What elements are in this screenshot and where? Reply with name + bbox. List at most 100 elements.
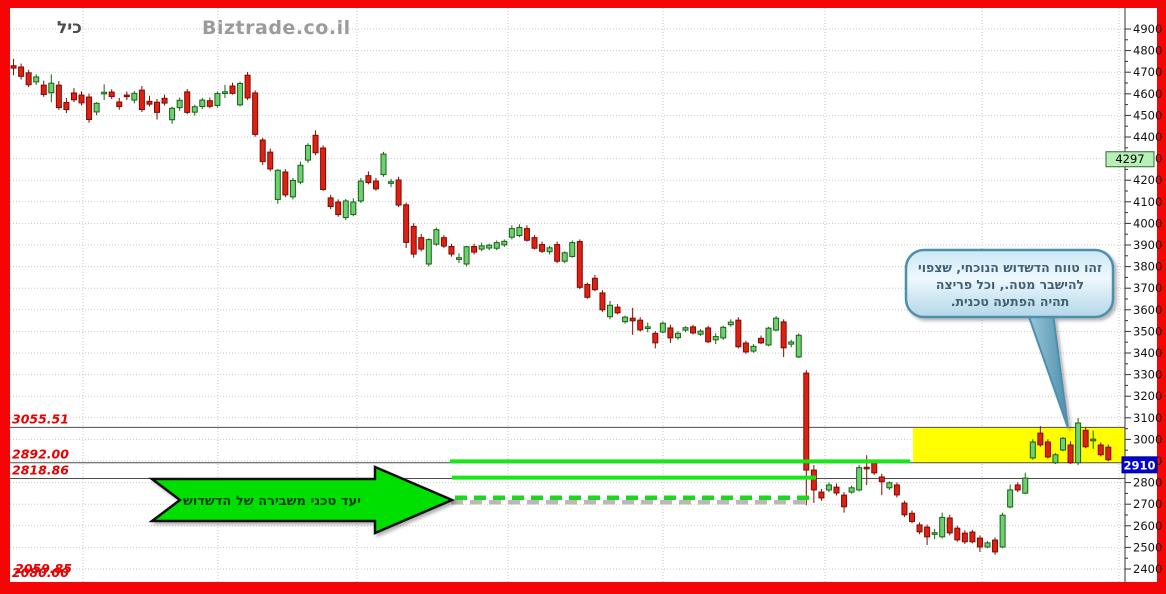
- axis-tick-label: 4100: [1133, 195, 1162, 209]
- candle-body: [569, 242, 576, 257]
- candle-body: [720, 326, 727, 339]
- candle-bearish: [893, 482, 900, 498]
- candle-body: [909, 512, 915, 522]
- price-tag-value: 2910: [1123, 458, 1155, 472]
- candle-body: [742, 342, 749, 353]
- candle-body: [984, 542, 991, 548]
- candle-body: [614, 306, 621, 314]
- candle-body: [644, 326, 651, 329]
- candle-body: [395, 179, 402, 206]
- candle-body: [252, 92, 259, 135]
- candle-body: [992, 539, 999, 553]
- candle-bullish: [773, 316, 780, 332]
- callout-line-2: להישבר מטה., וכל פריצה: [936, 277, 1084, 292]
- candle-bearish: [705, 325, 712, 344]
- candle-bearish: [599, 290, 606, 312]
- candle-bullish: [388, 178, 395, 188]
- candle-bearish: [810, 465, 817, 503]
- candle-body: [825, 484, 832, 491]
- candle-body: [1060, 437, 1066, 451]
- candle-bullish: [856, 465, 863, 492]
- candle-body: [667, 327, 674, 339]
- candle-body: [471, 246, 478, 253]
- candle-bearish: [327, 195, 334, 210]
- candle-body: [841, 494, 848, 508]
- candle-body: [591, 277, 598, 291]
- candle-bearish: [63, 97, 70, 114]
- candle-bearish: [1037, 426, 1044, 447]
- candle-bearish: [909, 510, 915, 524]
- candle-bearish: [154, 98, 160, 120]
- candle-body: [305, 144, 311, 161]
- candle-bearish: [440, 235, 447, 249]
- axis-tick-label: 3100: [1133, 411, 1162, 425]
- candle-bullish: [48, 74, 55, 103]
- candle-body: [244, 74, 251, 99]
- candle-body: [501, 240, 508, 246]
- candle-body: [629, 317, 636, 322]
- axis-tick-label: 2800: [1133, 476, 1162, 490]
- candle-bullish: [486, 243, 493, 251]
- candle-bullish: [1029, 439, 1036, 460]
- candle-body: [961, 532, 968, 543]
- candle-body: [818, 491, 825, 499]
- candle-body: [916, 524, 923, 533]
- candle-body: [259, 139, 266, 163]
- candle-bullish: [456, 253, 462, 264]
- candle-bearish: [576, 239, 583, 290]
- candle-body: [154, 101, 160, 113]
- candle-body: [893, 484, 900, 496]
- candle-body: [1037, 432, 1044, 446]
- candle-bullish: [297, 161, 304, 185]
- candle-body: [727, 321, 734, 326]
- candle-body: [622, 316, 629, 323]
- candle-body: [652, 332, 659, 344]
- candle-bullish: [886, 481, 893, 490]
- axis-tick-label: 3600: [1133, 303, 1162, 317]
- candle-bearish: [554, 241, 561, 264]
- candle-body: [1052, 454, 1059, 464]
- candle-bullish: [727, 319, 734, 327]
- candle-body: [25, 72, 32, 86]
- candle-bullish: [622, 315, 629, 324]
- candle-bearish: [161, 94, 168, 106]
- candle-bearish: [116, 97, 123, 110]
- candle-body: [856, 467, 863, 491]
- candle-bearish: [916, 522, 923, 535]
- candle-body: [871, 462, 878, 474]
- candle-bearish: [523, 225, 530, 242]
- candle-body: [70, 92, 77, 101]
- candle-bearish: [976, 535, 983, 552]
- candle-bearish: [282, 169, 289, 198]
- candle-body: [214, 93, 221, 106]
- consolidation-zone-layer: [913, 427, 1125, 463]
- candle-bullish: [931, 528, 938, 540]
- candle-body: [425, 239, 432, 265]
- candle-body: [712, 336, 719, 341]
- candle-bearish: [954, 525, 961, 542]
- candle-bearish: [138, 86, 145, 112]
- candle-bullish: [478, 242, 485, 252]
- candle-body: [599, 292, 606, 311]
- candle-body: [206, 100, 213, 107]
- axis-tick-label: 3900: [1133, 238, 1162, 252]
- candle-bearish: [735, 317, 742, 349]
- axis-tick-label: 2700: [1133, 497, 1162, 511]
- candle-bullish: [433, 227, 440, 246]
- candle-body: [282, 171, 289, 196]
- candle-bearish: [742, 340, 749, 354]
- consolidation-zone: [913, 427, 1125, 463]
- candle-body: [810, 469, 817, 491]
- candle-body: [554, 244, 561, 262]
- candle-bullish: [939, 512, 946, 539]
- candle-body: [523, 228, 530, 241]
- axis-tick-label: 3400: [1133, 346, 1162, 360]
- candle-bearish: [335, 199, 342, 217]
- axis-tick-label: 3500: [1133, 324, 1162, 338]
- candle-body: [33, 76, 40, 83]
- candle-bullish: [1075, 418, 1082, 466]
- candle-body: [169, 107, 176, 121]
- candle-body: [229, 85, 236, 94]
- level-label: 3055.51: [12, 411, 69, 426]
- candle-bearish: [539, 241, 546, 253]
